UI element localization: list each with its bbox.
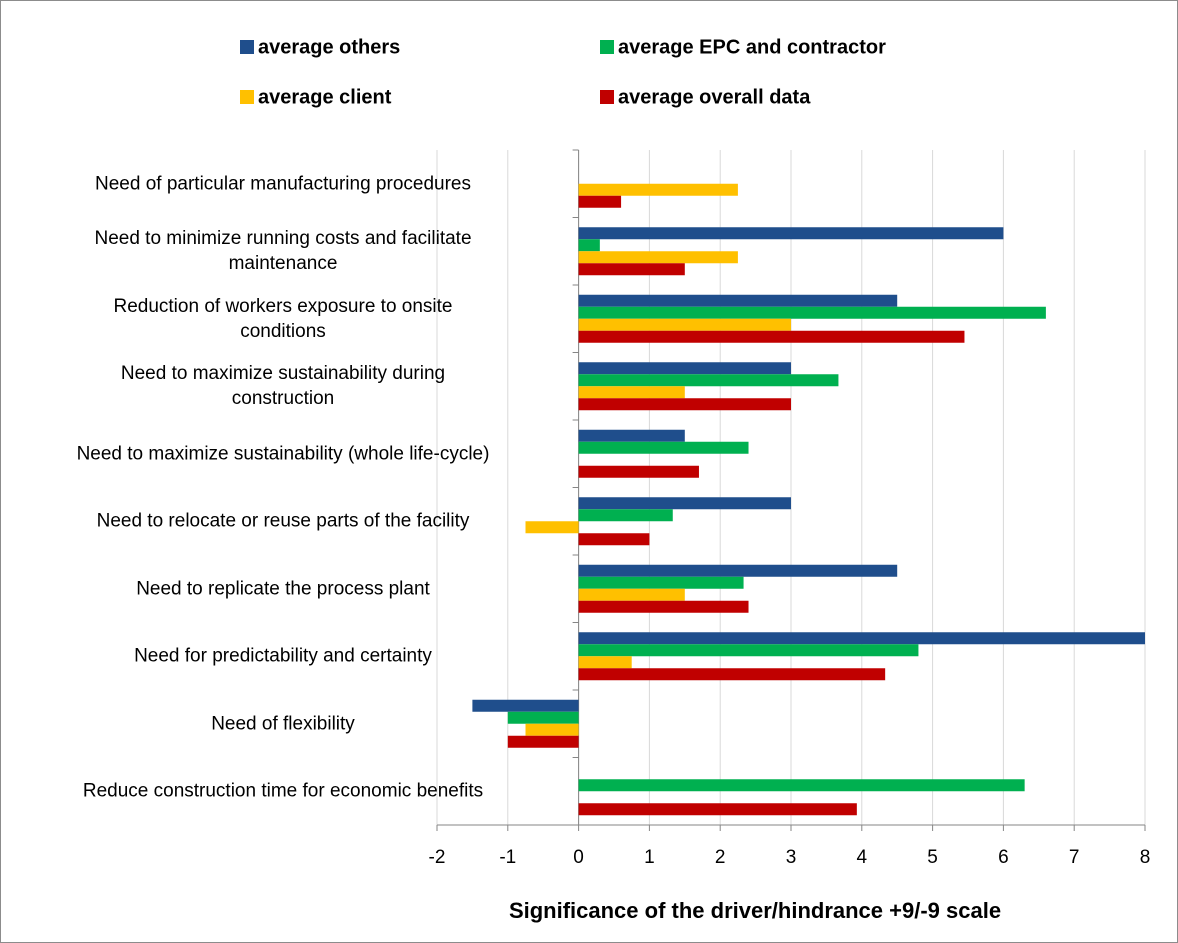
bar: [525, 723, 579, 736]
category-label: Need to maximize sustainability during c…: [120, 363, 446, 410]
category-label: Need of particular manufacturing procedu…: [95, 173, 471, 195]
category-label: Need to relocate or reuse parts of the f…: [96, 510, 470, 532]
x-tick-label: 7: [1069, 847, 1080, 868]
legend-swatch: [240, 90, 254, 104]
legend-label: average EPC and contractor: [618, 36, 886, 58]
category-label: Need for predictability and certainty: [134, 645, 432, 667]
category-label: Reduction of workers exposure to onsite …: [113, 295, 453, 342]
bar: [578, 362, 791, 375]
bar: [578, 644, 919, 657]
legend-label: average client: [258, 86, 392, 108]
bar: [578, 588, 685, 601]
bar: [578, 803, 857, 816]
bar: [578, 656, 632, 669]
bar: [578, 497, 791, 510]
bar: [578, 330, 965, 343]
x-tick-label: 3: [786, 847, 797, 868]
bar: [578, 441, 749, 454]
bar: [578, 564, 898, 577]
bar: [578, 294, 898, 307]
x-tick-label: 0: [573, 847, 584, 868]
x-tick-label: 1: [644, 847, 655, 868]
legend-swatch: [600, 90, 614, 104]
bar: [578, 239, 600, 252]
bar: [578, 600, 749, 613]
bar: [507, 711, 579, 724]
category-label: Reduce construction time for economic be…: [82, 780, 484, 802]
bar: [578, 429, 685, 442]
bar: [578, 576, 744, 589]
category-label: Need of flexibility: [211, 713, 355, 735]
legend-swatch: [600, 40, 614, 54]
bar: [578, 398, 791, 411]
category-label: Need to maximize sustainability (whole l…: [76, 443, 490, 465]
bar: [472, 699, 579, 712]
bar: [578, 183, 738, 196]
bar: [578, 668, 886, 681]
x-tick-label: 5: [927, 847, 938, 868]
bar: [578, 251, 738, 264]
category-label: Need to minimize running costs and facil…: [94, 228, 472, 275]
bar: [578, 374, 839, 387]
bar: [578, 306, 1046, 319]
legend-label: average overall data: [618, 86, 811, 108]
bar: [578, 227, 1004, 240]
bar: [507, 735, 579, 748]
bar: [578, 386, 685, 399]
bar: [578, 465, 699, 478]
x-tick-label: 2: [715, 847, 726, 868]
bar: [578, 263, 685, 276]
bar: [578, 318, 791, 331]
x-tick-label: 4: [857, 847, 868, 868]
legend-label: average others: [258, 36, 400, 58]
x-tick-label: -2: [429, 847, 446, 868]
x-tick-label: 6: [998, 847, 1009, 868]
x-axis-title: Significance of the driver/hindrance +9/…: [509, 898, 1001, 923]
bar: [578, 632, 1145, 645]
bar: [578, 195, 622, 208]
x-tick-label: -1: [499, 847, 516, 868]
bar: [525, 521, 579, 534]
legend-swatch: [240, 40, 254, 54]
bar: [578, 509, 673, 522]
bar: [578, 779, 1025, 792]
x-tick-label: 8: [1140, 847, 1151, 868]
bar: [578, 533, 650, 546]
category-label: Need to replicate the process plant: [136, 578, 430, 600]
